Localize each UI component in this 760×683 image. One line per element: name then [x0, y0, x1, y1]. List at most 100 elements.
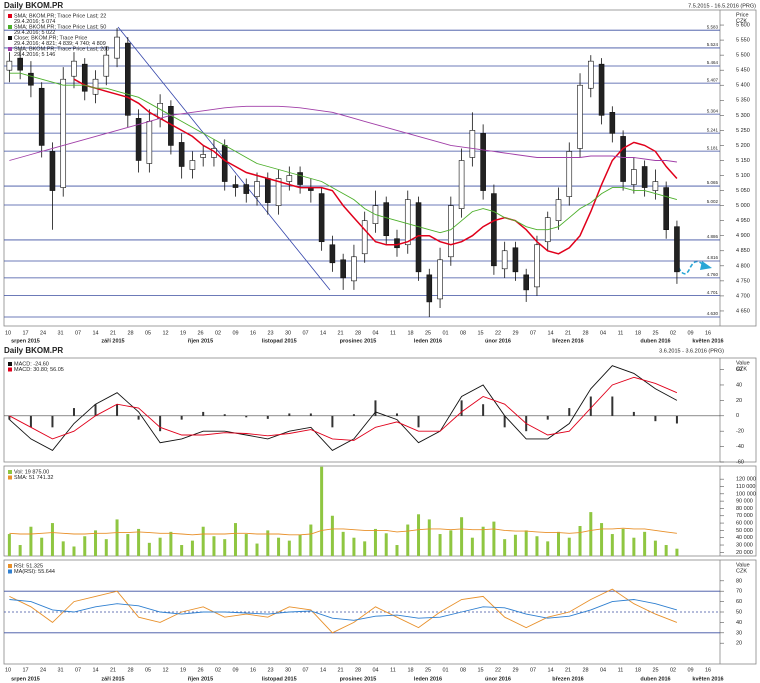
x-tick-label: 02	[670, 330, 676, 336]
histogram-bar	[482, 404, 485, 416]
histogram-bar	[374, 400, 377, 416]
volume-bar	[610, 534, 614, 556]
candle-body	[598, 63, 605, 116]
x-tick-label: 07	[530, 330, 536, 336]
histogram-bar	[137, 415, 140, 420]
volume-bar	[29, 526, 33, 556]
candle-body	[232, 184, 239, 188]
candle-body	[663, 187, 669, 230]
y-tick-label: 100 000	[736, 491, 756, 497]
volume-bar	[427, 519, 431, 556]
histogram-bar	[417, 415, 420, 428]
y-tick-label: 50	[736, 609, 742, 615]
candle-body	[297, 172, 303, 185]
legend-swatch	[8, 14, 12, 18]
series-line	[9, 599, 678, 621]
x-tick-label: 10	[5, 667, 11, 673]
legend-swatch	[8, 47, 12, 51]
candle-body	[318, 193, 325, 243]
candle-body	[275, 178, 282, 206]
y-tick-label: 5 500	[736, 53, 750, 59]
y-tick-label: 80 000	[736, 506, 753, 512]
volume-bar	[363, 541, 367, 556]
x-tick-label: 07	[302, 667, 308, 673]
volume-bar	[61, 541, 65, 556]
x-tick-label: 17	[22, 667, 28, 673]
x-tick-label: 07	[530, 667, 536, 673]
histogram-bar	[8, 415, 11, 420]
candle-body	[254, 181, 260, 197]
volume-bar	[255, 543, 259, 556]
x-tick-label: 21	[565, 667, 571, 673]
histogram-bar	[352, 414, 355, 416]
y-tick-label: 5 600	[736, 23, 750, 29]
volume-bar	[320, 466, 324, 556]
y-tick-label: 20	[736, 641, 742, 647]
level-label: 5.464	[707, 60, 719, 65]
candle-body	[71, 60, 77, 77]
legend-label: RSI: 51.325	[14, 563, 43, 569]
volume-bar	[233, 523, 237, 556]
histogram-bar	[266, 415, 269, 419]
x-tick-label: 01	[442, 330, 448, 336]
volume-bar	[481, 526, 485, 556]
y-tick-label: 4 750	[736, 278, 750, 284]
x-tick-label: 30	[285, 330, 291, 336]
volume-bar	[664, 545, 668, 556]
candle-body	[264, 178, 271, 203]
histogram-bar	[675, 415, 678, 424]
y-tick-label: 70	[736, 589, 742, 595]
x-tick-label: 29	[512, 667, 518, 673]
x-month-label: prosinec 2015	[340, 676, 377, 682]
candle-body	[577, 84, 583, 149]
volume-bar	[503, 539, 507, 556]
x-month-label: březen 2016	[552, 676, 584, 682]
candle-body	[523, 274, 529, 291]
volume-bar	[513, 534, 517, 556]
x-month-label: leden 2016	[414, 338, 442, 344]
panel-title: Daily BKOM.PR	[4, 346, 63, 355]
volume-bar	[492, 521, 496, 556]
volume-bar	[83, 536, 87, 556]
x-tick-label: 18	[407, 667, 413, 673]
x-tick-label: 22	[495, 330, 501, 336]
y-tick-label: 70 000	[736, 513, 753, 519]
level-label: 5.407	[707, 77, 719, 82]
legend-swatch	[8, 564, 12, 568]
volume-bar	[309, 524, 313, 556]
x-tick-label: 21	[337, 667, 343, 673]
candle-body	[674, 226, 680, 273]
candle-body	[458, 160, 465, 209]
x-tick-label: 02	[215, 667, 221, 673]
x-tick-label: 16	[250, 667, 256, 673]
histogram-bar	[460, 400, 463, 416]
volume-bar	[115, 519, 119, 556]
histogram-bar	[180, 415, 183, 420]
legend-swatch	[8, 470, 12, 474]
x-tick-label: 11	[390, 667, 396, 673]
volume-bar	[556, 531, 560, 556]
legend-swatch	[8, 25, 12, 29]
volume-bar	[600, 523, 604, 556]
x-tick-label: 04	[600, 667, 606, 673]
y-tick-label: 40	[736, 382, 742, 388]
volume-bar	[653, 540, 657, 556]
volume-bar	[147, 542, 151, 556]
x-tick-label: 22	[495, 667, 501, 673]
x-month-label: březen 2016	[552, 338, 584, 344]
candle-body	[286, 175, 293, 182]
x-tick-label: 10	[5, 330, 11, 336]
x-month-label: duben 2016	[640, 676, 670, 682]
y-tick-label: 50 000	[736, 528, 753, 534]
candle-body	[566, 151, 573, 197]
candle-body	[641, 166, 648, 188]
histogram-bar	[654, 415, 657, 422]
x-tick-label: 24	[40, 667, 46, 673]
y-tick-label: 5 250	[736, 128, 750, 134]
x-tick-label: 30	[285, 667, 291, 673]
candle-body	[243, 184, 250, 194]
y-tick-label: 4 800	[736, 263, 750, 269]
x-month-label: únor 2016	[485, 676, 511, 682]
x-tick-label: 12	[162, 667, 168, 673]
histogram-bar	[159, 415, 162, 432]
